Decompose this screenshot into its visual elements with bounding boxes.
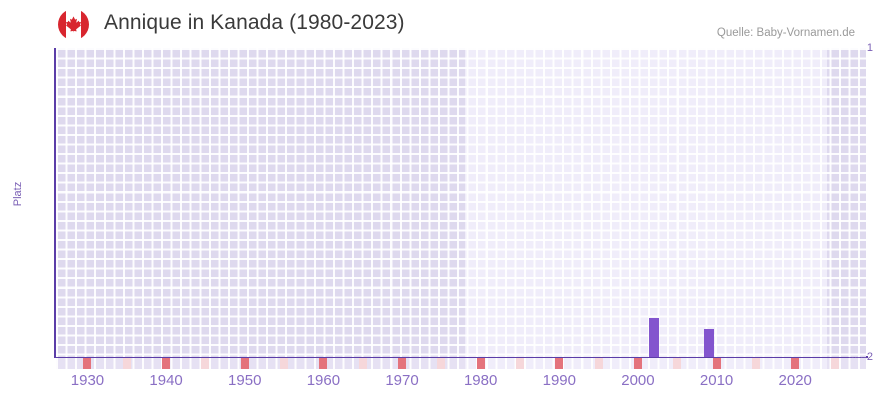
x-axis-label-1970: 1970 (385, 372, 419, 389)
tick-mark-2025 (830, 358, 839, 369)
x-axis-label-1940: 1940 (149, 372, 183, 389)
tick-mark-1980 (476, 358, 485, 369)
x-axis-label-1990: 1990 (542, 372, 576, 389)
x-axis-label-2020: 2020 (778, 372, 812, 389)
bar-2009[interactable] (703, 329, 714, 357)
tick-mark-1990 (555, 358, 564, 369)
x-axis-label-1930: 1930 (70, 372, 105, 389)
chart-header: Annique in Kanada (1980-2023) Quelle: Ba… (0, 0, 873, 48)
tick-mark-1975 (437, 358, 446, 369)
tick-mark-2010 (712, 358, 721, 369)
tick-mark-1950 (240, 358, 249, 369)
page-title: Annique in Kanada (1980-2023) (104, 11, 405, 34)
x-axis-label-1960: 1960 (306, 372, 341, 389)
plot-area (56, 48, 866, 357)
tick-mark-1930 (83, 358, 92, 369)
x-axis-label-2000: 2000 (621, 372, 655, 389)
x-axis-label-1950: 1950 (228, 372, 262, 389)
x-axis-line (54, 356, 868, 358)
tick-mark-1985 (515, 358, 524, 369)
y-axis-line (54, 48, 56, 358)
tick-mark-1955 (280, 358, 289, 369)
maple-leaf-icon (66, 16, 81, 33)
tick-mark-1995 (594, 358, 603, 369)
tick-mark-1935 (122, 358, 131, 369)
tick-mark-1960 (319, 358, 328, 369)
canada-flag-icon (58, 9, 89, 40)
flag-band-right (81, 9, 89, 40)
y-axis-title: Platz (12, 181, 24, 207)
tick-mark-1945 (201, 358, 210, 369)
tick-mark-2015 (751, 358, 760, 369)
tick-mark-1970 (398, 358, 407, 369)
x-axis-label-2010: 2010 (699, 372, 734, 389)
tick-mark-2005 (673, 358, 682, 369)
tick-mark-1965 (358, 358, 367, 369)
tick-strip-gridlines (56, 358, 866, 369)
source-attribution: Quelle: Baby-Vornamen.de (716, 27, 855, 39)
bar-2002[interactable] (648, 317, 659, 357)
tick-mark-1940 (162, 358, 171, 369)
flag-band-left (58, 9, 66, 40)
tick-mark-2020 (791, 358, 800, 369)
y-axis-tick-top: 1 (866, 42, 873, 54)
plot-gridlines (56, 48, 866, 357)
x-axis-tick-strip (56, 358, 866, 369)
x-axis-label-1980: 1980 (463, 372, 498, 389)
tick-mark-2000 (633, 358, 642, 369)
